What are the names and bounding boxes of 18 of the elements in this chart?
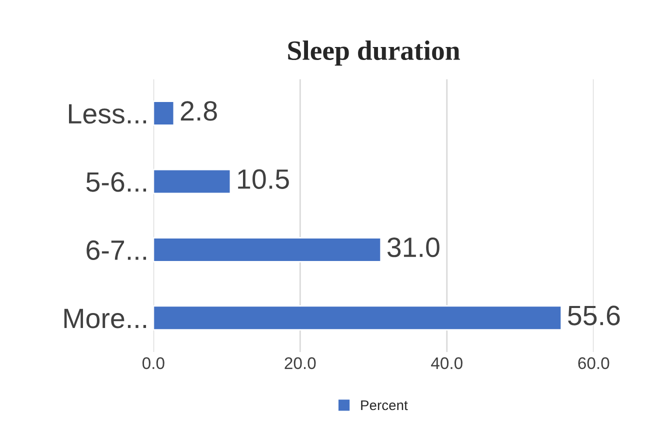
x-tick-label: 60.0 [578,357,610,370]
chart-title: Sleep duration [288,40,460,66]
text: 10.5 [238,169,289,189]
text: 55.6 [568,306,620,326]
y-tick-label: 6-7... [86,240,146,260]
x-tick-label: 0.0 [142,357,164,370]
legend-label: Percent [361,400,408,410]
bar [153,305,562,331]
text: 2.8 [180,101,217,121]
x-tick-label: 40.0 [431,357,462,370]
y-tick-label: 5-6... [86,172,146,192]
x-tick-label: 20.0 [284,357,316,370]
y-tick-label: More... [64,308,146,328]
bar [153,237,382,262]
bar [153,100,175,126]
text: 31.0 [387,237,440,258]
y-tick-label: Less... [69,104,146,124]
bar [153,168,232,194]
